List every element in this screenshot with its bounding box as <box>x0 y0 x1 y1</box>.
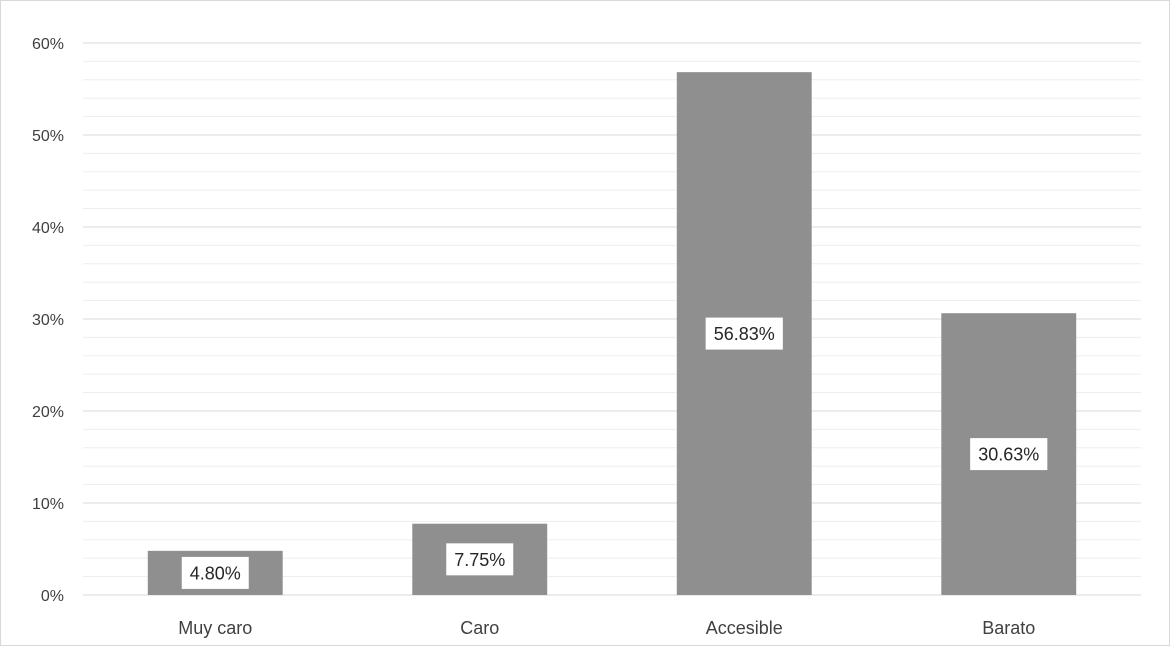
minor-gridlines <box>83 60 1141 578</box>
data-label-box <box>181 556 249 589</box>
bars <box>147 72 1077 595</box>
data-label-box <box>970 438 1048 471</box>
data-label: 30.63% <box>978 445 1039 465</box>
y-tick-label: 50% <box>32 128 64 145</box>
y-tick-label: 40% <box>32 220 64 237</box>
y-tick-label: 20% <box>32 404 64 421</box>
x-axis-category-labels: Muy caro Caro Accesible Barato <box>178 618 1035 638</box>
x-category-label: Muy caro <box>178 618 252 638</box>
x-category-label: Accesible <box>706 618 783 638</box>
data-label-box <box>705 317 783 350</box>
x-category-label: Caro <box>460 618 499 638</box>
y-tick-label: 10% <box>32 496 64 513</box>
data-label: 4.80% <box>190 563 241 583</box>
data-label: 7.75% <box>454 550 505 570</box>
data-label-box <box>446 543 514 576</box>
y-tick-label: 0% <box>41 588 64 605</box>
y-tick-label: 30% <box>32 312 64 329</box>
x-category-label: Barato <box>982 618 1035 638</box>
y-axis-tick-labels: 0% 10% 20% 30% 40% 50% 60% <box>32 36 64 605</box>
data-labels: 4.80% 7.75% 56.83% 30.63% <box>181 317 1048 589</box>
y-tick-label: 60% <box>32 36 64 53</box>
data-label: 56.83% <box>714 324 775 344</box>
